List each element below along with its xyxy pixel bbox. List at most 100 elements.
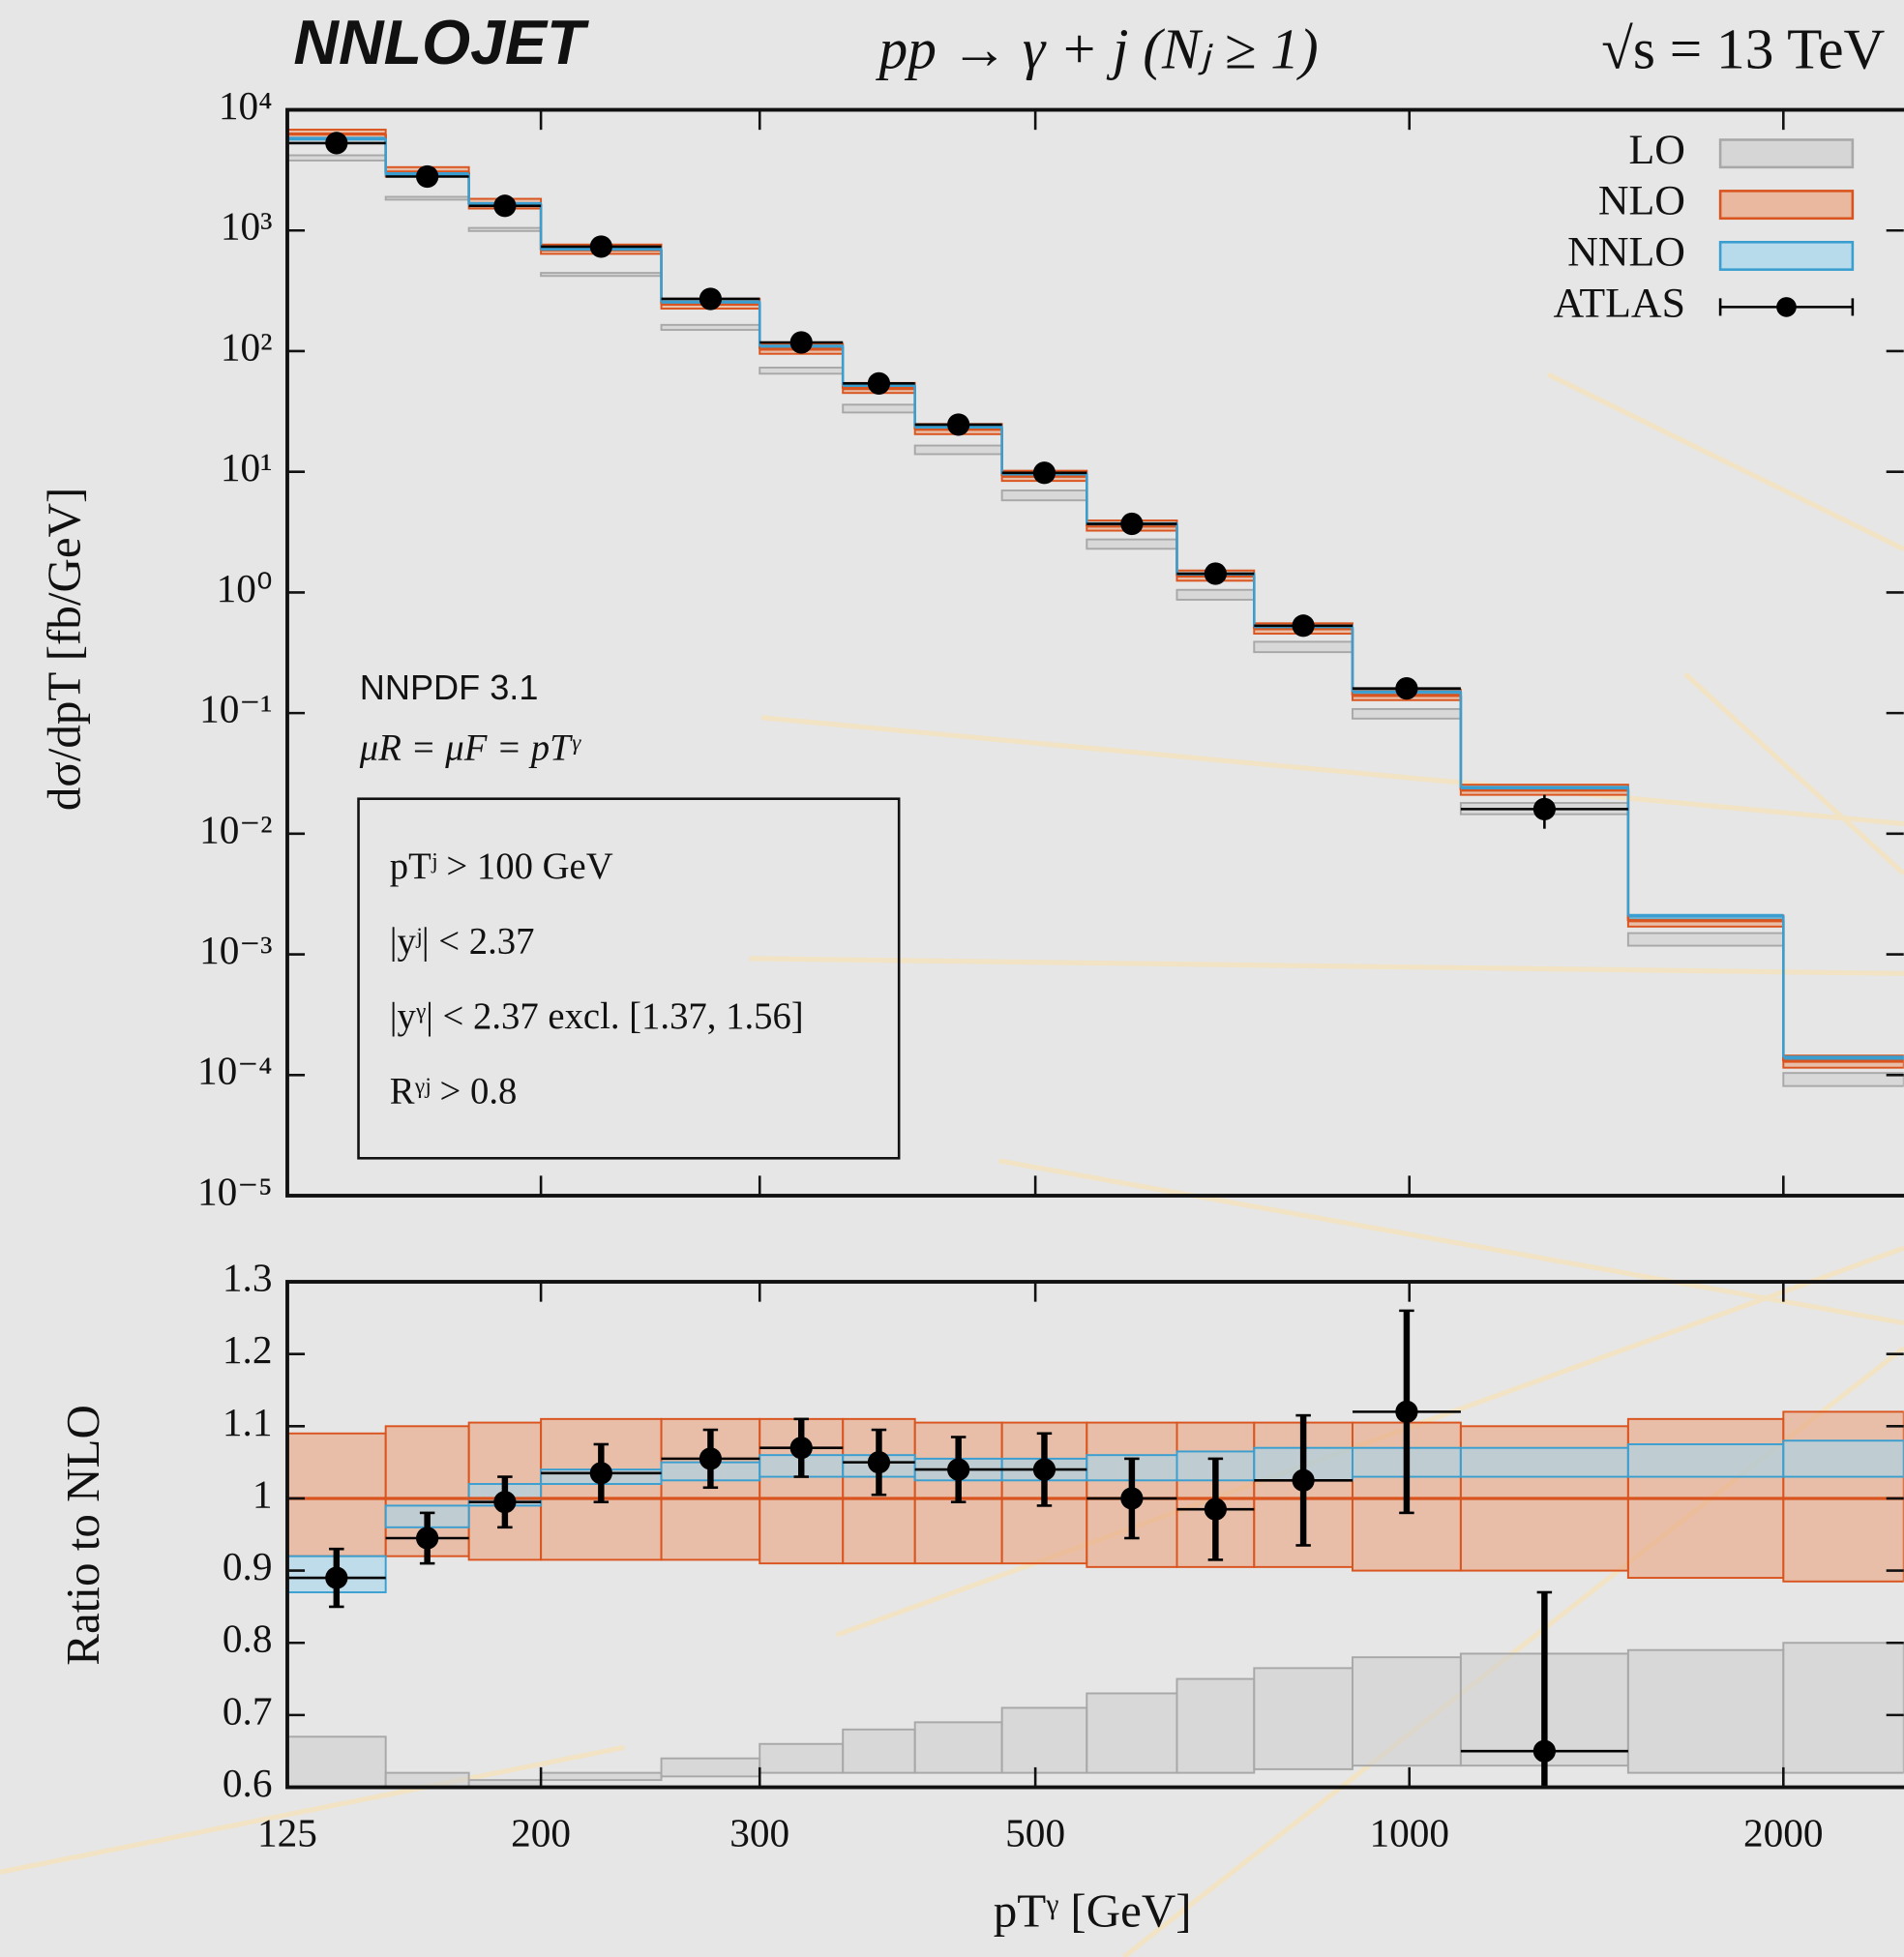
x-tick-label: 300 — [729, 1811, 789, 1855]
data-point — [789, 331, 813, 354]
plot-area — [286, 129, 1904, 1087]
data-point — [1120, 512, 1144, 536]
y-tick-label: 0.8 — [223, 1616, 273, 1661]
data-point — [947, 1458, 970, 1481]
y-tick-label: 0.7 — [223, 1688, 273, 1733]
band — [1626, 932, 1785, 947]
cut-label: Rᵞʲ > 0.8 — [390, 1071, 518, 1112]
band — [1459, 1446, 1629, 1478]
band — [286, 154, 387, 162]
x-tick-label: 2000 — [1743, 1811, 1824, 1855]
data-point — [867, 371, 891, 395]
data-point — [493, 194, 517, 218]
data-point — [789, 1437, 813, 1460]
band — [842, 403, 916, 414]
band — [1175, 1677, 1256, 1774]
band — [1253, 640, 1354, 654]
y-tick-label: 10⁰ — [217, 566, 273, 610]
data-point — [947, 413, 970, 436]
data-point — [325, 1566, 348, 1589]
energy-label: √s = 13 TeV — [1601, 16, 1885, 80]
band — [1351, 707, 1462, 720]
y-tick-label: 0.9 — [223, 1544, 273, 1588]
y-tick-label: 1 — [253, 1471, 273, 1516]
y-tick-label: 10³ — [221, 204, 273, 249]
data-point — [1204, 562, 1227, 585]
data-point — [1292, 614, 1315, 638]
cut-label: |yʲ| < 2.37 — [390, 922, 535, 963]
y-tick-label: 10⁴ — [219, 83, 273, 128]
plot-area — [286, 1309, 1904, 1788]
x-axis-label: pTᵞ [GeV] — [994, 1884, 1192, 1938]
data-point — [1532, 797, 1556, 820]
band — [286, 1735, 387, 1788]
data-point — [493, 1491, 517, 1514]
title: NNLOJET — [293, 8, 589, 77]
y-tick-label: 1.3 — [223, 1255, 273, 1299]
x-tick-label: 200 — [511, 1811, 571, 1855]
band — [286, 1432, 387, 1557]
band — [1000, 489, 1088, 502]
y-tick-label: 1.2 — [223, 1327, 273, 1372]
band — [1626, 1648, 1785, 1774]
y-tick-label: 10⁻³ — [199, 928, 272, 972]
y-axis-label: dσ/dpT [fb/GeV] — [37, 488, 90, 812]
y-tick-label: 0.6 — [223, 1761, 273, 1805]
data-point — [1204, 1497, 1227, 1521]
band — [1086, 1692, 1178, 1774]
band — [759, 367, 845, 375]
scale-label: μR = μF = pTᵞ — [359, 728, 582, 769]
data-point — [699, 287, 723, 311]
cut-label: |yᵞ| < 2.37 excl. [1.37, 1.56] — [390, 996, 804, 1037]
y-axis-label: Ratio to NLO — [56, 1405, 109, 1666]
band — [759, 1742, 845, 1774]
band — [1626, 915, 1785, 921]
pdf-label: NNPDF 3.1 — [360, 667, 539, 707]
band — [913, 1721, 1003, 1774]
data-point — [1395, 677, 1418, 700]
band — [1351, 1656, 1462, 1767]
band — [1253, 1667, 1354, 1770]
band — [540, 272, 663, 278]
x-tick-label: 500 — [1005, 1811, 1065, 1855]
data-point — [1292, 1468, 1315, 1492]
data-point — [1032, 1458, 1056, 1481]
band — [842, 1728, 916, 1774]
data-point — [416, 164, 439, 189]
subtitle: pp → γ + j (Nⱼ ≥ 1) — [876, 16, 1319, 80]
data-point — [589, 1462, 612, 1485]
data-point — [325, 132, 348, 155]
legend-swatch — [1776, 297, 1797, 317]
band — [660, 323, 761, 331]
y-tick-label: 10⁻⁴ — [197, 1049, 272, 1093]
data-point — [699, 1447, 723, 1470]
band — [1086, 538, 1178, 550]
band — [1000, 1706, 1088, 1774]
band — [1782, 1072, 1904, 1087]
legend-label: NNLO — [1567, 229, 1685, 276]
x-tick-label: 125 — [257, 1811, 317, 1855]
plot-frame — [285, 107, 1904, 1198]
y-tick-label: 10² — [221, 324, 273, 369]
data-point — [589, 235, 612, 258]
y-tick-label: 10¹ — [221, 445, 273, 489]
band — [1782, 1410, 1904, 1583]
legend-label: LO — [1629, 127, 1685, 173]
band — [540, 1771, 663, 1782]
y-tick-label: 1.1 — [223, 1400, 273, 1444]
band — [384, 1771, 470, 1788]
cut-label: pTʲ > 100 GeV — [390, 846, 613, 887]
band — [467, 226, 543, 232]
legend-label: ATLAS — [1554, 280, 1685, 326]
band — [660, 1757, 761, 1778]
data-point — [1120, 1487, 1144, 1510]
data-point — [1395, 1400, 1418, 1423]
y-tick-label: 10⁻⁵ — [197, 1169, 272, 1213]
legend-swatch — [1718, 138, 1855, 169]
data-point — [1032, 461, 1056, 485]
legend-swatch — [1718, 190, 1855, 221]
band — [384, 195, 470, 201]
data-point — [1532, 1739, 1556, 1763]
